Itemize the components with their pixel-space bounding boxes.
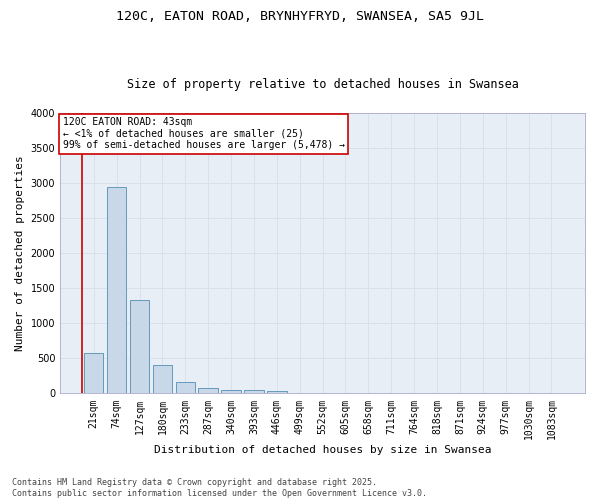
Text: 120C EATON ROAD: 43sqm
← <1% of detached houses are smaller (25)
99% of semi-det: 120C EATON ROAD: 43sqm ← <1% of detached… xyxy=(63,117,345,150)
Bar xyxy=(176,382,195,394)
Title: Size of property relative to detached houses in Swansea: Size of property relative to detached ho… xyxy=(127,78,518,91)
Bar xyxy=(107,188,127,394)
Text: 120C, EATON ROAD, BRYNHYFRYD, SWANSEA, SA5 9JL: 120C, EATON ROAD, BRYNHYFRYD, SWANSEA, S… xyxy=(116,10,484,23)
Bar xyxy=(152,364,172,394)
Bar xyxy=(221,390,241,394)
X-axis label: Distribution of detached houses by size in Swansea: Distribution of detached houses by size … xyxy=(154,445,491,455)
Bar xyxy=(130,300,149,394)
Bar xyxy=(84,353,103,394)
Bar xyxy=(267,390,287,394)
Text: Contains HM Land Registry data © Crown copyright and database right 2025.
Contai: Contains HM Land Registry data © Crown c… xyxy=(12,478,427,498)
Y-axis label: Number of detached properties: Number of detached properties xyxy=(15,156,25,351)
Bar xyxy=(199,388,218,394)
Bar xyxy=(244,390,263,394)
